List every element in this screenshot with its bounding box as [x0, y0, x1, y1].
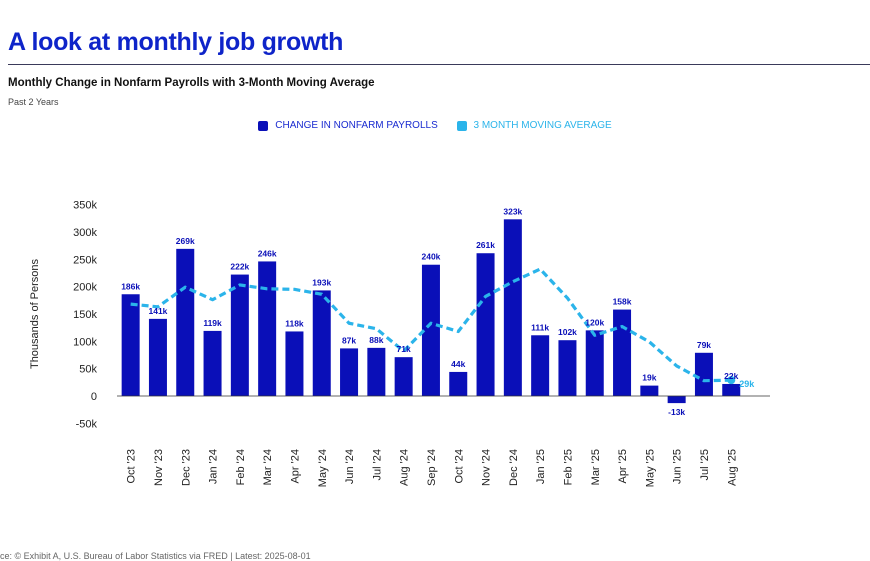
y-tick-label: 150k	[73, 309, 97, 321]
bar-data-label: 22k	[724, 371, 738, 381]
chart-legend: CHANGE IN NONFARM PAYROLLS 3 MONTH MOVIN…	[0, 120, 870, 134]
x-tick-label: Feb '24	[235, 449, 247, 485]
legend-swatch-moving-average	[456, 120, 467, 131]
chart-subtitle: Monthly Change in Nonfarm Payrolls with …	[8, 77, 375, 89]
bar-payrolls	[121, 294, 140, 396]
bar-data-label: 119k	[203, 318, 222, 328]
bar-payrolls	[613, 309, 632, 396]
x-tick-label: Mar '25	[590, 449, 602, 485]
x-tick-label: Jun '25	[672, 449, 684, 484]
headline: A look at monthly job growth	[8, 28, 344, 56]
chart-period: Past 2 Years	[8, 97, 59, 107]
bar-payrolls	[394, 357, 413, 396]
bar-payrolls	[340, 348, 359, 396]
x-tick-label: Aug '25	[726, 449, 738, 486]
legend-label-payrolls: CHANGE IN NONFARM PAYROLLS	[275, 120, 438, 131]
bar-payrolls	[367, 347, 386, 396]
y-tick-label: 250k	[73, 254, 97, 266]
bar-data-label: 44k	[451, 359, 465, 369]
bar-data-label: 269k	[176, 236, 195, 246]
bar-data-label: 71k	[397, 344, 411, 354]
bar-data-label: 141k	[148, 306, 167, 316]
x-tick-label: Apr '24	[289, 449, 301, 484]
x-tick-label: Oct '23	[126, 449, 138, 484]
bar-data-label: 222k	[230, 262, 249, 272]
bar-payrolls	[667, 396, 686, 404]
x-tick-label: Jul '25	[699, 449, 711, 480]
x-tick-label: Dec '23	[180, 449, 192, 486]
moving-average-end-label: 29k	[739, 379, 755, 389]
bar-payrolls	[722, 383, 741, 396]
bar-payrolls	[585, 330, 604, 396]
bar-data-label: -13k	[668, 407, 685, 417]
bar-data-label: 261k	[476, 240, 495, 250]
moving-average-end-point	[727, 376, 736, 385]
x-tick-label: Dec '24	[508, 449, 520, 486]
x-tick-label: Sep '24	[426, 449, 438, 486]
bar-payrolls	[449, 371, 468, 396]
x-tick-label: Jun '24	[344, 449, 356, 484]
y-tick-label: 0	[91, 391, 97, 403]
bar-data-label: 240k	[421, 252, 440, 262]
bar-data-label: 118k	[285, 318, 304, 328]
x-tick-label: Jul '24	[371, 449, 383, 480]
bar-data-label: 186k	[121, 281, 140, 291]
bar-data-label: 111k	[531, 322, 549, 332]
x-tick-label: Nov '24	[481, 449, 493, 486]
bar-payrolls	[203, 330, 222, 396]
bar-payrolls	[476, 253, 495, 396]
bar-payrolls	[258, 261, 277, 396]
bar-payrolls	[558, 340, 577, 396]
x-tick-label: Feb '25	[562, 449, 574, 485]
bar-payrolls	[230, 274, 249, 396]
y-tick-label: 350k	[73, 200, 97, 212]
bar-payrolls	[694, 352, 713, 396]
bar-data-label: 87k	[342, 335, 356, 345]
x-tick-label: Oct '24	[453, 449, 465, 484]
legend-label-moving-average: 3 MONTH MOVING AVERAGE	[473, 120, 612, 131]
bar-payrolls	[640, 385, 659, 396]
y-tick-label: -50k	[76, 418, 98, 430]
y-tick-label: 200k	[73, 282, 97, 294]
x-tick-label: Mar '24	[262, 449, 274, 485]
x-tick-label: May '25	[644, 449, 656, 487]
x-tick-label: Jan '24	[208, 449, 220, 484]
title-divider	[8, 64, 870, 65]
x-tick-label: May '24	[317, 449, 329, 487]
bar-data-label: 102k	[558, 327, 577, 337]
bar-data-label: 323k	[503, 206, 522, 216]
x-tick-label: Apr '25	[617, 449, 629, 484]
bar-payrolls	[176, 248, 195, 396]
y-tick-label: 100k	[73, 336, 97, 348]
legend-item-payrolls[interactable]: CHANGE IN NONFARM PAYROLLS	[258, 120, 438, 131]
bar-payrolls	[312, 290, 331, 396]
bar-data-label: 193k	[312, 277, 331, 287]
bar-data-label: 158k	[613, 297, 632, 307]
bar-data-label: 88k	[369, 335, 383, 345]
bar-data-label: 19k	[642, 373, 656, 383]
bar-payrolls	[285, 331, 304, 396]
series-line-moving-average	[130, 267, 732, 383]
bar-payrolls	[531, 335, 550, 396]
x-tick-label: Nov '23	[153, 449, 165, 486]
bar-data-label: 79k	[697, 340, 711, 350]
bar-data-label: 246k	[258, 248, 277, 258]
source-note: ce: © Exhibit A, U.S. Bureau of Labor St…	[0, 551, 311, 561]
bar-payrolls	[421, 264, 440, 396]
bar-data-label: 120k	[585, 317, 604, 327]
y-axis-title: Thousands of Persons	[29, 258, 41, 369]
y-tick-label: 300k	[73, 227, 97, 239]
bar-payrolls	[148, 318, 167, 396]
x-tick-label: Jan '25	[535, 449, 547, 484]
legend-swatch-payrolls	[258, 120, 269, 131]
x-tick-label: Aug '24	[399, 449, 411, 486]
legend-item-moving-average[interactable]: 3 MONTH MOVING AVERAGE	[456, 120, 612, 131]
bar-payrolls	[503, 219, 522, 396]
y-tick-label: 50k	[79, 364, 97, 376]
